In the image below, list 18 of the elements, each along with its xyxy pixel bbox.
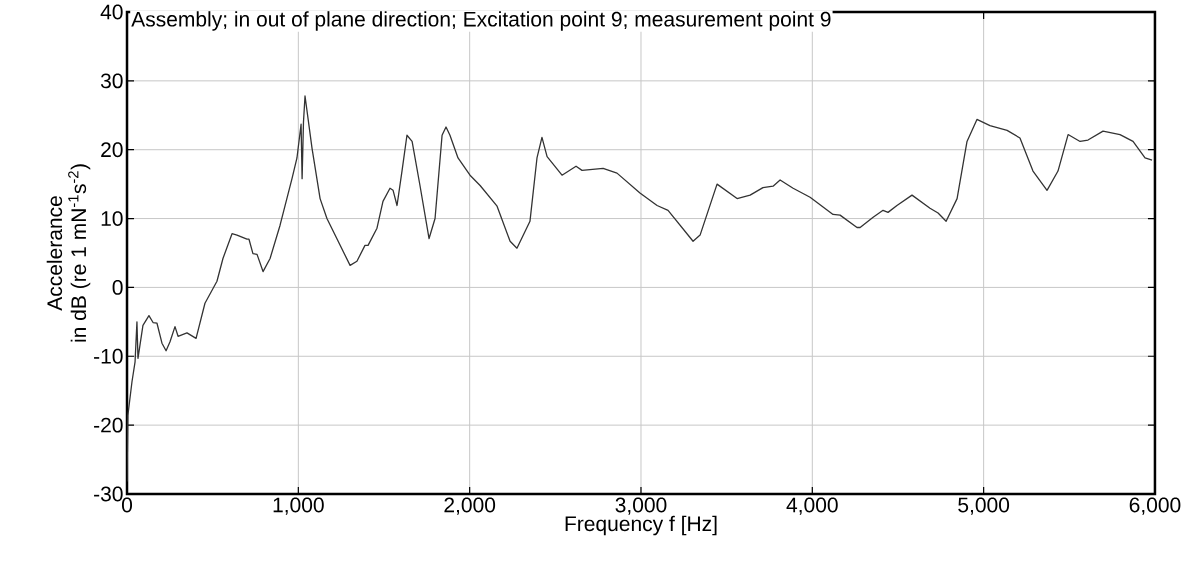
x-tick-label: 1,000 [273,497,324,515]
x-tick-label: 0 [121,497,133,513]
x-tick-label: 3,000 [615,497,667,515]
y-tick-label: 0 [112,279,123,295]
x-tick-label: 2,000 [444,497,496,515]
y-tick-label: 10 [101,211,123,226]
y-tick-label: 40 [100,4,123,20]
chart-title: Assembly; in out of plane direction; Excitation point 9; measurement point 9 [131,11,831,31]
x-tick-label: 5,000 [958,497,1010,515]
x-tick-label: 6,000 [1129,497,1181,515]
y-tick-label: 30 [100,73,123,89]
y-tick-label: -10 [94,348,123,364]
y-tick-label: -30 [94,486,123,502]
y-axis-title: Accelerance in dB (re 1 mN$^{-1}$s$^{-2}$) [46,164,91,342]
x-axis-title: Frequency f [Hz] [565,515,717,536]
y-tick-label: 20 [101,142,123,158]
y-tick-label: -20 [94,417,123,433]
x-tick-label: 4,000 [786,497,838,515]
